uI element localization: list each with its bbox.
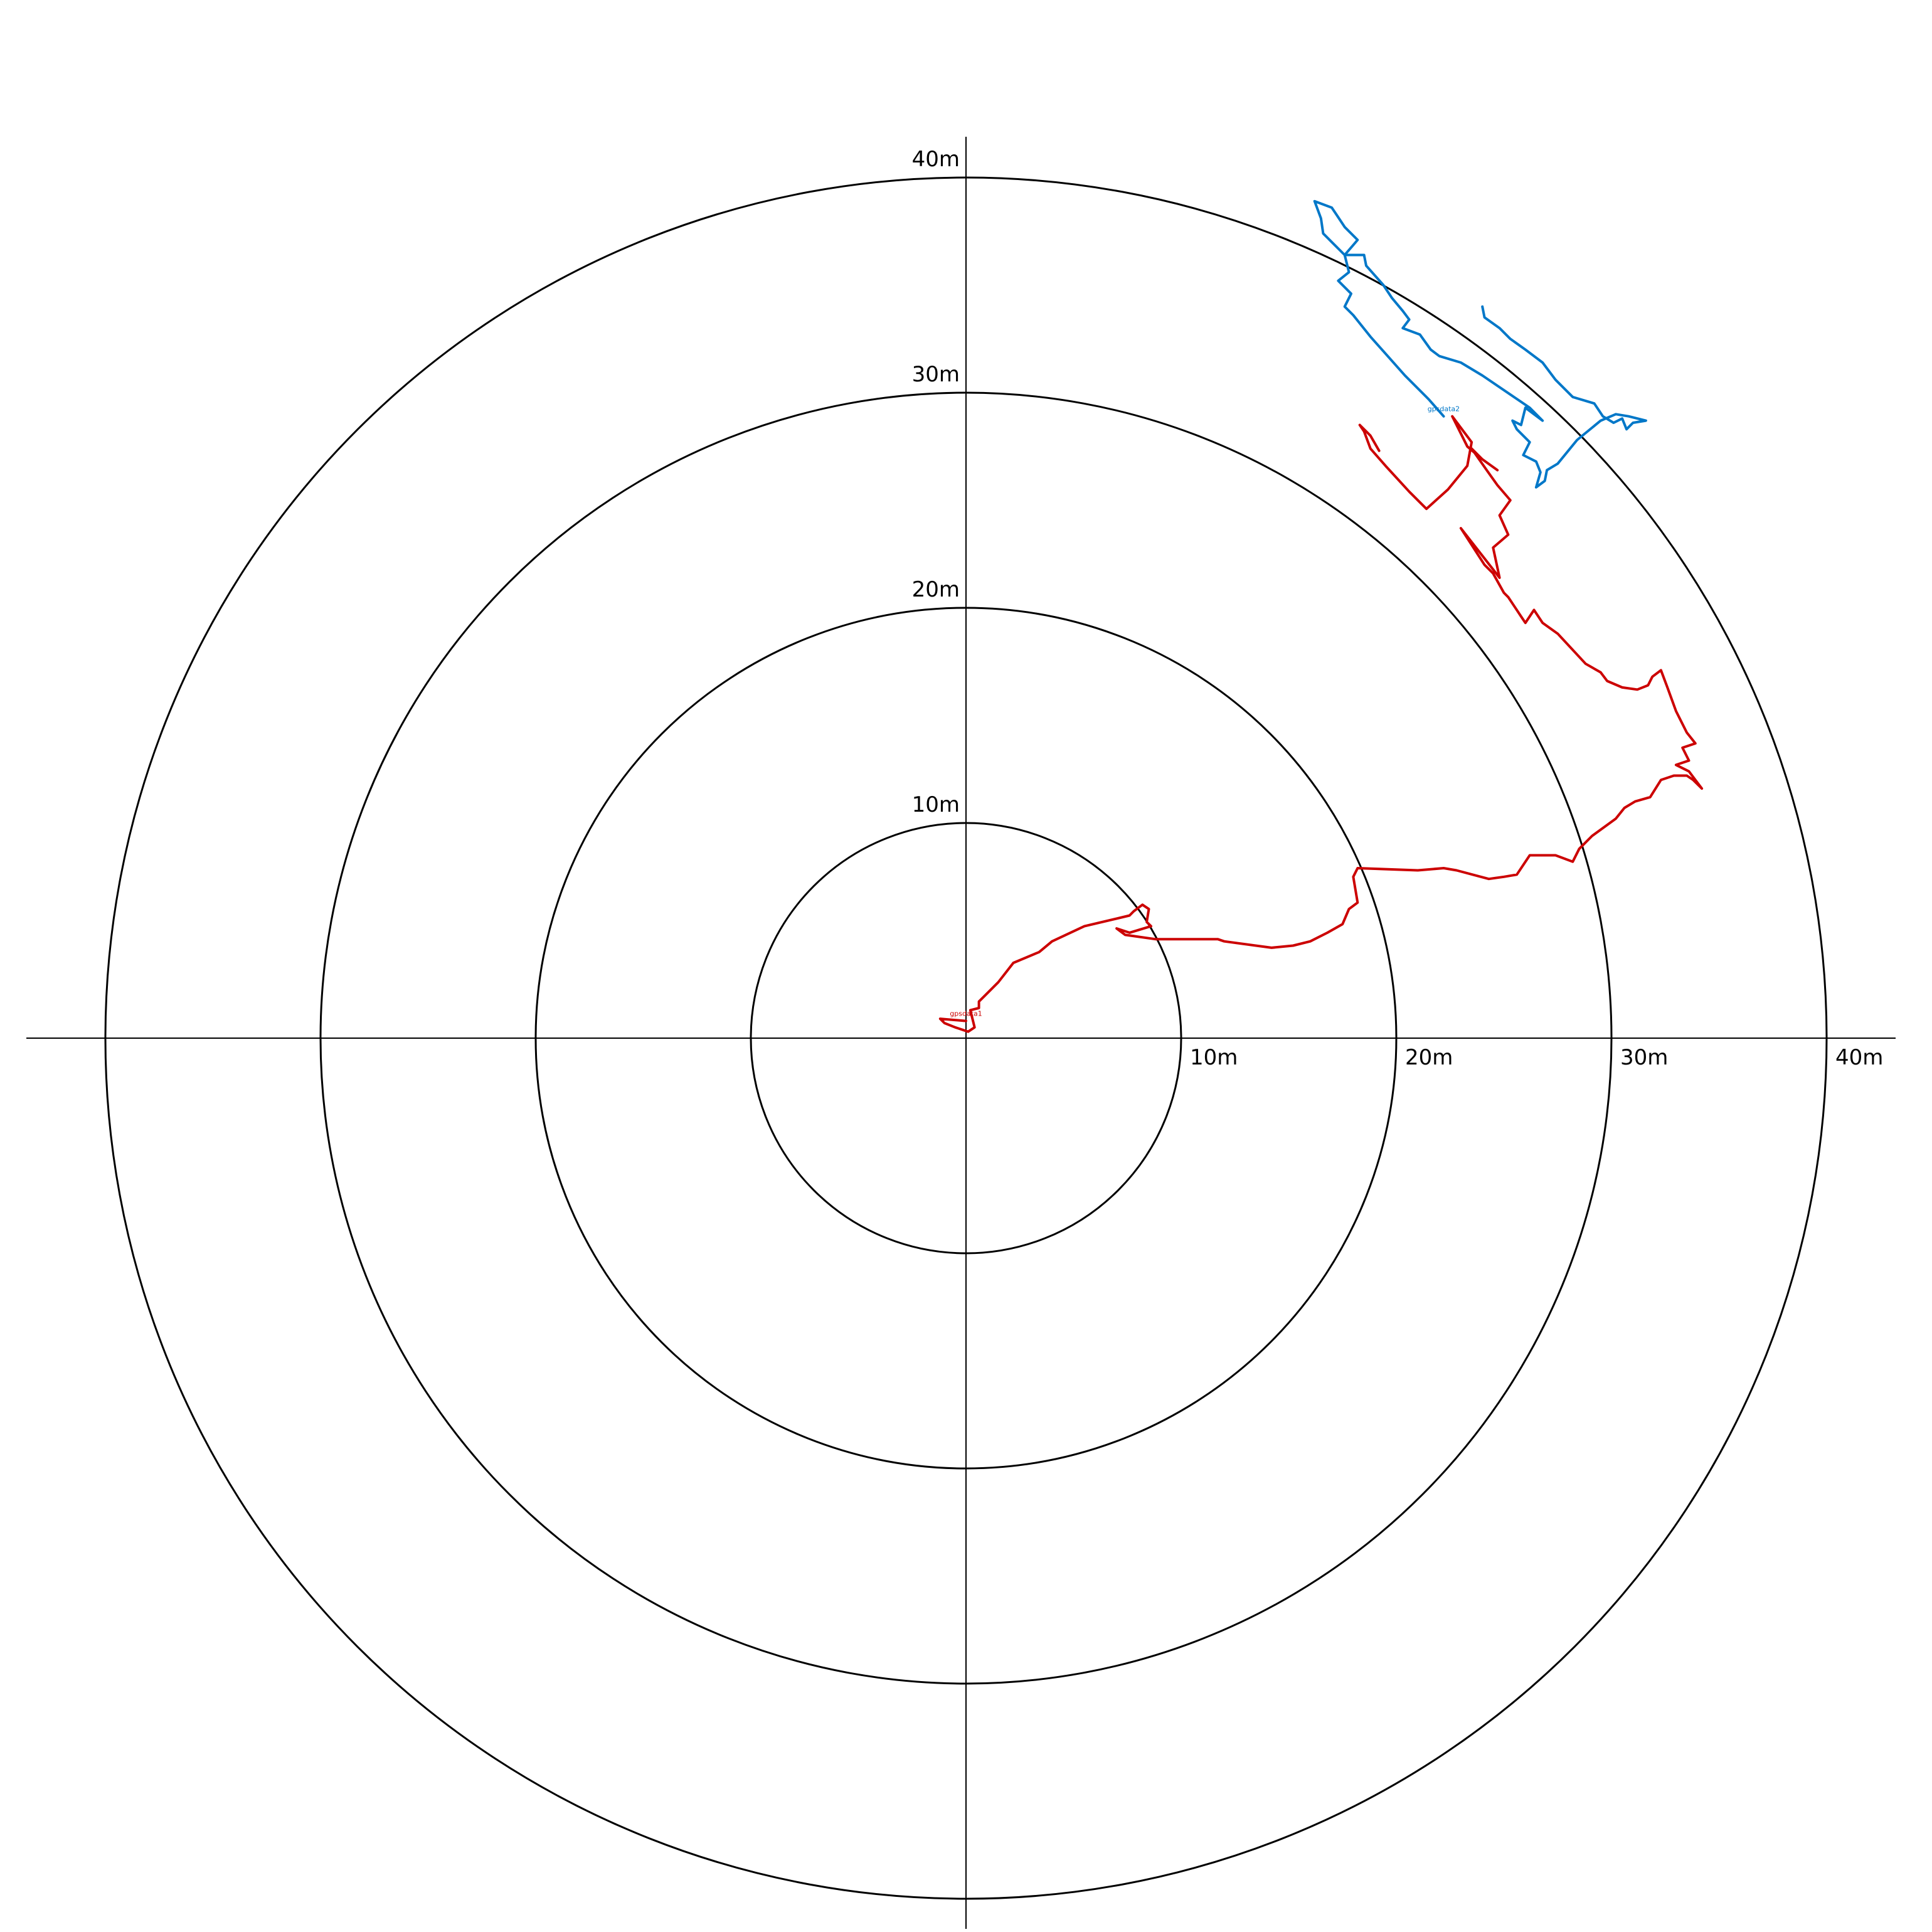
tick-labels: 10m 20m 30m 40m 10m 20m 30m 40m — [912, 147, 1884, 1070]
series-label-gpsdata1: gpsdata1 — [950, 1010, 982, 1018]
y-tick-label-30m: 30m — [912, 362, 960, 387]
series-line-gpsdata2 — [1313, 199, 1647, 489]
x-tick-label-40m: 40m — [1835, 1045, 1883, 1070]
tracks: gpsdata1 gpsdata2 — [938, 199, 1704, 1033]
y-tick-label-20m: 20m — [912, 577, 960, 602]
series-label-gpsdata2: gpsdata2 — [1428, 405, 1460, 413]
axes — [26, 137, 1896, 1929]
x-tick-label-20m: 20m — [1405, 1045, 1453, 1070]
y-tick-label-10m: 10m — [912, 792, 960, 817]
x-tick-label-30m: 30m — [1620, 1045, 1668, 1070]
x-tick-label-10m: 10m — [1190, 1045, 1238, 1070]
y-tick-label-40m: 40m — [912, 147, 960, 172]
series-line-gpsdata1 — [938, 415, 1704, 1033]
